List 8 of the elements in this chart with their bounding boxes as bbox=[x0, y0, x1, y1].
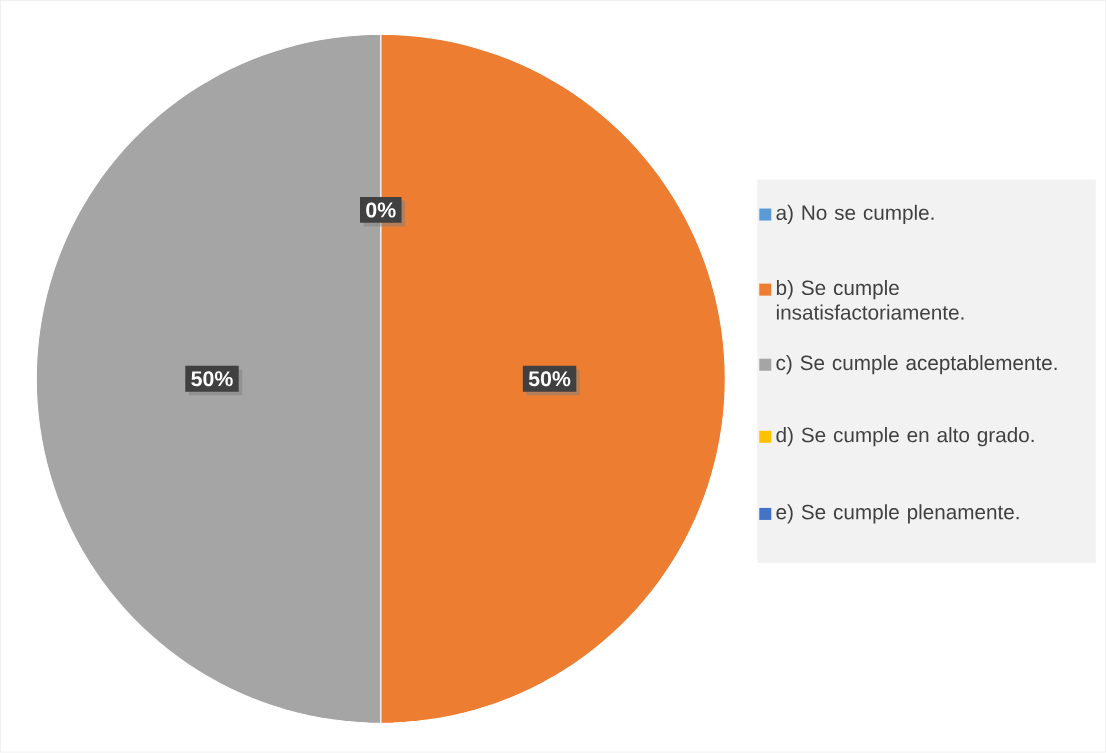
legend-label: b) Se cumple insatisfactoriamente. bbox=[776, 280, 964, 321]
data-label: 50% bbox=[528, 371, 571, 387]
data-label: 50% bbox=[191, 371, 233, 387]
legend-label: d) Se cumple en alto grado. bbox=[776, 427, 1034, 447]
legend-label: e) Se cumple plenamente. bbox=[776, 504, 1019, 524]
text: 0% bbox=[366, 202, 396, 218]
legend-label: c) Se cumple aceptablemente. bbox=[776, 355, 1057, 375]
legend-label: a) No se cumple. bbox=[776, 205, 934, 225]
